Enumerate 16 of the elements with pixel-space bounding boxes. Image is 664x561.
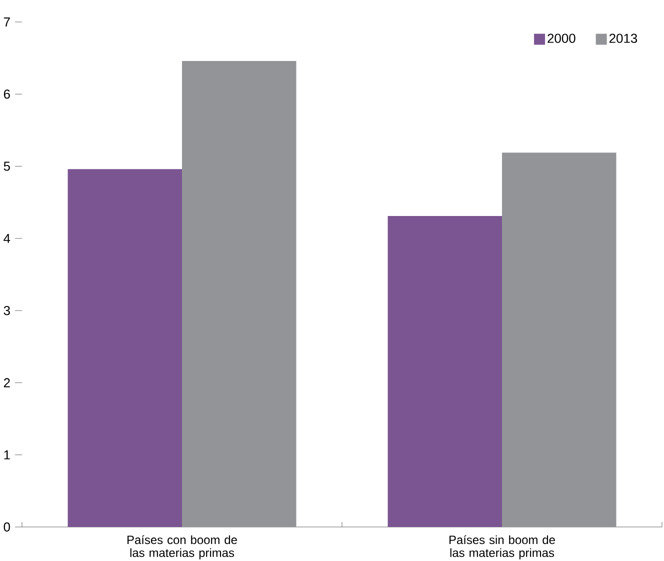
bar [182,60,296,527]
y-tick-label: 7 [4,18,10,26]
y-tick-label: 1 [4,450,10,460]
x-tick-label: Países con boom de las materias primas [128,535,237,560]
legend-label: 2013 [609,34,638,43]
y-tick-label: 5 [4,162,10,171]
y-tick-label: 2 [4,378,10,388]
bar [502,152,616,527]
y-tick-label: 6 [4,90,10,99]
y-tick-label: 3 [4,306,10,316]
bar [388,216,502,527]
y-tick-label: 4 [4,234,10,243]
bar [68,169,182,527]
x-tick-label: Países sin boom de las materias primas [449,535,555,560]
y-tick-label: 0 [4,522,10,532]
legend-label: 2000 [548,34,576,43]
